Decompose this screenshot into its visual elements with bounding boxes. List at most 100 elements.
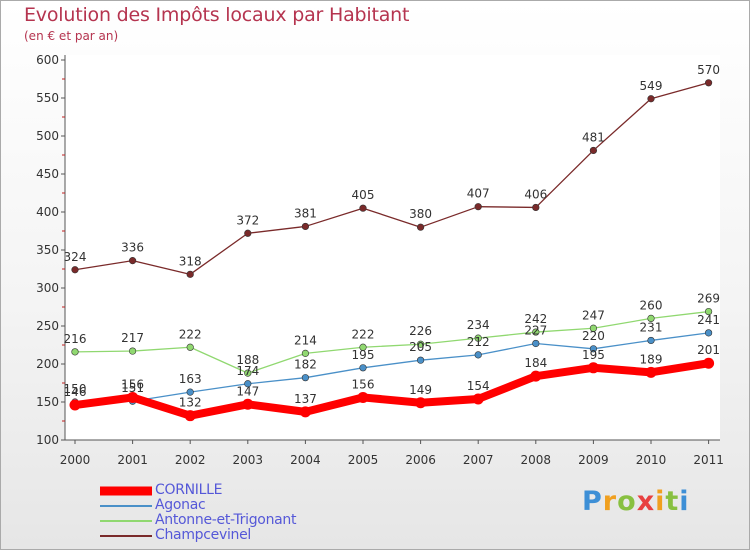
data-point bbox=[129, 257, 137, 265]
data-label: 154 bbox=[467, 379, 490, 393]
logo-letter: t bbox=[665, 486, 680, 517]
data-point bbox=[532, 203, 540, 212]
series-line bbox=[74, 310, 710, 374]
y-tick-label: 250 bbox=[36, 319, 59, 333]
data-label: 188 bbox=[236, 353, 259, 367]
x-tick-label: 2002 bbox=[175, 453, 206, 467]
x-tick-label: 2003 bbox=[233, 453, 264, 467]
data-point bbox=[704, 307, 713, 316]
data-label: 380 bbox=[409, 207, 432, 221]
data-label: 222 bbox=[352, 327, 375, 341]
data-point bbox=[184, 410, 196, 422]
data-point bbox=[645, 366, 657, 378]
data-label: 226 bbox=[409, 324, 432, 338]
data-label: 241 bbox=[697, 313, 720, 327]
data-point bbox=[69, 399, 81, 411]
data-label: 231 bbox=[640, 320, 663, 334]
data-point bbox=[129, 347, 137, 355]
data-point bbox=[71, 266, 79, 274]
data-point bbox=[127, 391, 139, 403]
data-point bbox=[474, 351, 482, 359]
data-label: 217 bbox=[121, 331, 144, 345]
data-label: 174 bbox=[236, 364, 259, 378]
data-label: 146 bbox=[64, 385, 87, 399]
data-label: 150 bbox=[64, 382, 87, 396]
logo-letter: i bbox=[679, 486, 690, 517]
data-point bbox=[415, 397, 427, 409]
data-point bbox=[474, 334, 482, 342]
data-label: 132 bbox=[179, 396, 202, 410]
data-label: 372 bbox=[236, 213, 259, 227]
y-tick-label: 100 bbox=[36, 433, 59, 447]
y-tick-label: 450 bbox=[36, 167, 59, 181]
data-label: 182 bbox=[294, 358, 317, 372]
data-label: 222 bbox=[179, 327, 202, 341]
data-label: 149 bbox=[409, 383, 432, 397]
data-label: 405 bbox=[352, 188, 375, 202]
data-label: 156 bbox=[352, 377, 375, 391]
data-label: 381 bbox=[294, 206, 317, 220]
data-label: 156 bbox=[121, 377, 144, 391]
chart-subtitle: (en € et par an) bbox=[24, 29, 119, 43]
data-point bbox=[530, 370, 542, 382]
data-label: 242 bbox=[524, 312, 547, 326]
y-tick-label: 500 bbox=[36, 129, 59, 143]
data-label: 318 bbox=[179, 254, 202, 268]
series-champcevinel: 324 336 318 372 381 405 380 407 406 481 549 570 bbox=[64, 63, 720, 278]
data-label: 220 bbox=[582, 329, 605, 343]
data-point bbox=[186, 388, 194, 396]
plot-area bbox=[65, 55, 720, 440]
y-tick-label: 150 bbox=[36, 395, 59, 409]
y-tick-label: 350 bbox=[36, 243, 59, 257]
data-point bbox=[589, 146, 598, 155]
legend-label: CORNILLE bbox=[155, 482, 223, 498]
data-point bbox=[417, 356, 425, 364]
data-point bbox=[704, 79, 713, 87]
x-tick-label: 2008 bbox=[521, 453, 552, 467]
x-tick-label: 2007 bbox=[463, 453, 494, 467]
data-point bbox=[71, 348, 79, 356]
legend-label: Agonac bbox=[155, 497, 206, 513]
data-point bbox=[532, 328, 540, 336]
x-tick-label: 2009 bbox=[578, 453, 609, 467]
series-line bbox=[71, 359, 713, 420]
data-point bbox=[244, 380, 252, 388]
x-tick-label: 2000 bbox=[60, 453, 91, 467]
data-point bbox=[417, 340, 425, 348]
data-point bbox=[587, 362, 599, 374]
data-label: 163 bbox=[179, 372, 202, 386]
data-point bbox=[242, 398, 254, 410]
legend-swatch bbox=[100, 486, 152, 495]
data-point bbox=[359, 204, 367, 212]
series-line bbox=[74, 82, 710, 275]
data-point bbox=[703, 357, 715, 369]
data-point bbox=[472, 393, 484, 405]
data-point bbox=[357, 391, 369, 403]
data-label: 407 bbox=[467, 187, 490, 201]
data-point bbox=[244, 369, 252, 377]
series-cornille: 146 156 132 147 137 156 149 154 184 195 189 201 bbox=[64, 343, 720, 422]
data-point bbox=[704, 329, 713, 337]
data-label: 189 bbox=[640, 352, 663, 366]
data-label: 205 bbox=[409, 340, 432, 354]
legend-label: Champcevinel bbox=[155, 527, 252, 543]
proxiti-logo: Proxiti bbox=[582, 486, 690, 517]
legend-swatch bbox=[100, 519, 152, 522]
logo-letter: o bbox=[617, 486, 637, 517]
data-label: 260 bbox=[640, 298, 663, 312]
data-point bbox=[474, 203, 482, 211]
data-label: 227 bbox=[524, 323, 547, 337]
data-point bbox=[301, 374, 310, 382]
data-label: 137 bbox=[294, 392, 317, 406]
legend-swatch bbox=[100, 534, 152, 537]
data-label: 195 bbox=[352, 348, 375, 362]
y-tick-label: 300 bbox=[36, 281, 59, 295]
data-label: 212 bbox=[467, 335, 490, 349]
x-tick-label: 2005 bbox=[348, 453, 379, 467]
data-label: 234 bbox=[467, 318, 490, 332]
series-agonac: 150 151 163 174 182 195 205 212 227 220 231 241 bbox=[64, 313, 720, 406]
data-point bbox=[532, 339, 540, 348]
logo-letter: P bbox=[582, 486, 603, 517]
data-label: 195 bbox=[582, 348, 605, 362]
legend-label: Antonne-et-Trigonant bbox=[155, 512, 297, 528]
